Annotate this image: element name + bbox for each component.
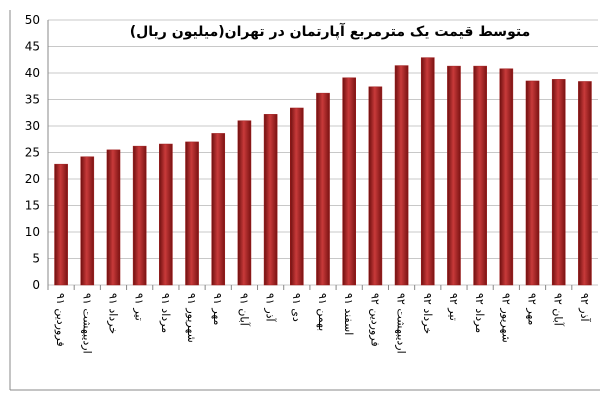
x-tick-label: خرداد ۹۲	[421, 293, 434, 334]
x-tick-label: تیر ۹۲	[447, 293, 460, 321]
bar	[80, 156, 95, 286]
bar	[263, 114, 278, 286]
bar	[447, 65, 461, 286]
bar	[316, 92, 330, 286]
x-tick-label: دی ۹۱	[290, 293, 303, 322]
bar	[54, 163, 68, 286]
y-tick-label: 50	[25, 13, 40, 27]
y-tick-label: 15	[25, 199, 40, 213]
x-tick-label: اسفند ۹۱	[342, 293, 355, 335]
x-tick-label: اردیبهشت ۹۲	[395, 293, 408, 354]
x-tick-label: خرداد ۹۱	[106, 293, 119, 334]
bar	[211, 133, 226, 286]
bar	[473, 65, 487, 286]
bar	[237, 120, 252, 286]
x-tick-label: بهمن ۹۱	[316, 293, 329, 331]
y-tick-label: 0	[32, 278, 40, 292]
y-tick-label: 30	[25, 119, 40, 133]
bar	[394, 65, 409, 286]
x-tick-label: آبان ۹۲	[552, 293, 566, 327]
bar	[578, 81, 592, 286]
bar	[525, 80, 540, 286]
y-tick-label: 35	[25, 93, 40, 107]
bar	[420, 57, 435, 286]
bar	[159, 143, 173, 286]
y-tick-label: 45	[25, 40, 40, 54]
x-tick-label: تیر ۹۱	[133, 293, 146, 321]
x-tick-label: آذر ۹۱	[264, 293, 278, 323]
x-tick-label: مهر ۹۲	[526, 293, 539, 325]
y-tick-label: 10	[25, 225, 40, 239]
x-tick-label: فروردین ۹۱	[54, 293, 67, 347]
y-tick-label: 20	[25, 172, 40, 186]
x-tick-label: آذر ۹۲	[578, 293, 592, 323]
x-tick-label: شهریور ۹۲	[499, 293, 512, 343]
x-tick-label: اردیبهشت ۹۱	[80, 293, 93, 354]
x-tick-label: آبان ۹۱	[237, 293, 251, 327]
x-tick-label: فروردین ۹۲	[368, 293, 381, 347]
bar	[368, 86, 383, 286]
bar	[132, 145, 147, 286]
bar	[499, 68, 514, 286]
bar	[185, 141, 199, 286]
bar	[551, 79, 566, 286]
y-tick-label: 40	[25, 66, 40, 80]
chart-title: متوسط قیمت یک مترمربع آپارتمان در تهران(…	[130, 22, 530, 40]
bar	[342, 77, 356, 286]
bar	[290, 107, 304, 286]
x-tick-label: شهریور ۹۱	[185, 293, 198, 343]
y-tick-label: 5	[32, 252, 40, 266]
x-tick-label: مهر ۹۱	[211, 293, 224, 325]
x-tick-label: مرداد ۹۲	[473, 293, 486, 333]
y-tick-label: 25	[25, 146, 40, 160]
x-tick-label: مرداد ۹۱	[159, 293, 172, 333]
bar	[106, 149, 121, 286]
